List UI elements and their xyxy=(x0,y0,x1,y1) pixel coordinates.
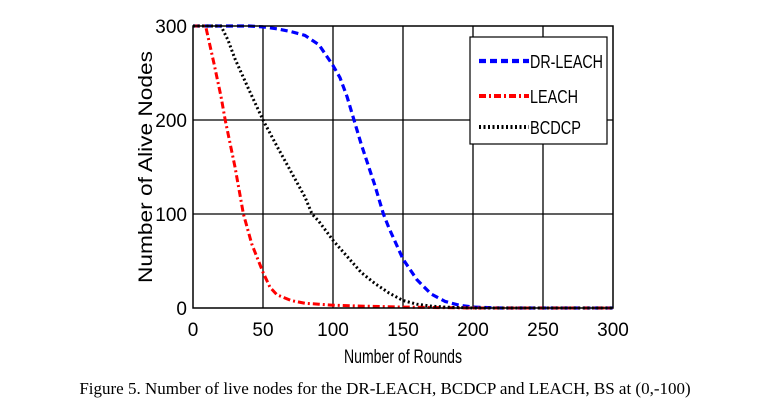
y-axis-label: Number of Alive Nodes xyxy=(136,51,157,283)
legend-label-dr-leach: DR-LEACH xyxy=(530,52,603,72)
x-tick-labels: 0 50 100 150 200 250 300 xyxy=(188,320,629,341)
legend: DR-LEACH LEACH BCDCP xyxy=(469,36,608,145)
series-line-dr-leach xyxy=(193,24,613,310)
x-tick-label: 300 xyxy=(597,320,629,341)
x-axis-label: Number of Rounds xyxy=(344,347,462,368)
x-tick-label: 50 xyxy=(252,320,273,341)
x-tick-label: 250 xyxy=(527,320,559,341)
plot-frame xyxy=(192,25,614,309)
x-tick-label: 0 xyxy=(188,320,199,341)
figure-caption: Figure 5. Number of live nodes for the D… xyxy=(79,379,691,398)
y-tick-labels: 0 100 200 300 xyxy=(155,17,187,320)
y-tick-label: 300 xyxy=(155,17,187,38)
x-tick-label: 200 xyxy=(457,320,489,341)
y-tick-label: 200 xyxy=(155,111,187,132)
series-line-leach xyxy=(193,24,613,310)
legend-label-leach: LEACH xyxy=(530,87,578,107)
series-line-bcdcp xyxy=(193,24,613,310)
line-chart: 0 50 100 150 200 250 300 0 100 200 300 Number of … xyxy=(136,17,629,368)
x-tick-label: 150 xyxy=(387,320,419,341)
y-tick-label: 0 xyxy=(176,299,187,320)
legend-label-bcdcp: BCDCP xyxy=(530,118,581,138)
series-group xyxy=(193,24,613,310)
x-tick-label: 100 xyxy=(317,320,349,341)
y-tick-label: 100 xyxy=(155,205,187,226)
